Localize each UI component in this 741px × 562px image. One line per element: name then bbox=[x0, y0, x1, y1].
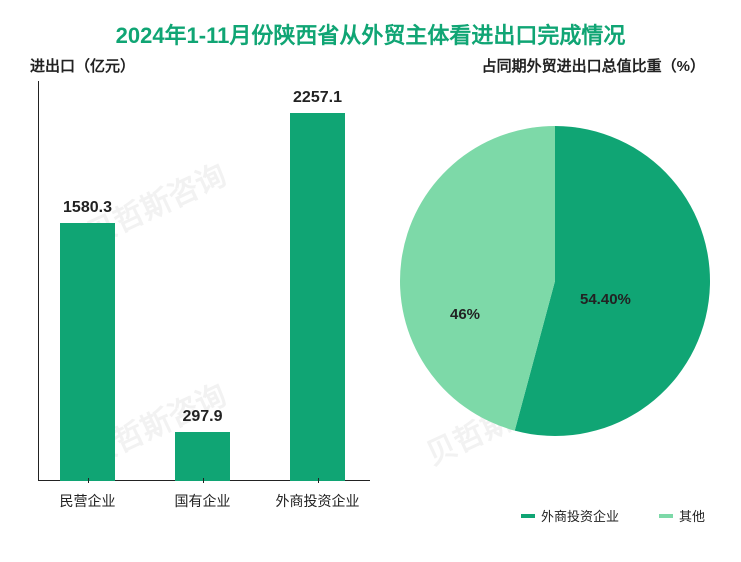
x-tick bbox=[203, 478, 204, 483]
bar-category-label: 民营企业 bbox=[28, 491, 148, 511]
x-tick bbox=[318, 478, 319, 483]
legend-item: 其他 bbox=[659, 506, 705, 525]
bar-value: 1580.3 bbox=[38, 199, 138, 217]
bar-category-label: 外商投资企业 bbox=[258, 491, 378, 511]
pie-plot: 54.40% 46% bbox=[380, 76, 725, 476]
y-axis bbox=[38, 81, 39, 481]
legend: 外商投资企业 其他 bbox=[521, 506, 705, 525]
pie-subtitle: 占同期外贸进出口总值比重（%） bbox=[380, 55, 725, 76]
legend-marker bbox=[659, 514, 673, 518]
bar bbox=[290, 113, 345, 482]
pie-chart: 占同期外贸进出口总值比重（%） 54.40% 46% 外商投资企业 其他 bbox=[380, 55, 725, 535]
chart-container: 贝哲斯咨询 贝哲斯咨询 贝哲斯咨询 贝哲斯咨询 2024年1-11月份陕西省从外… bbox=[0, 0, 741, 562]
bar bbox=[175, 432, 230, 481]
bar-chart: 进出口（亿元） 1580.3民营企业297.9国有企业2257.1外商投资企业 bbox=[30, 55, 370, 535]
bar-value: 2257.1 bbox=[268, 89, 368, 107]
pie-slice-label: 46% bbox=[450, 306, 480, 323]
legend-marker bbox=[521, 514, 535, 518]
bar-value: 297.9 bbox=[153, 408, 253, 426]
bar bbox=[60, 223, 115, 481]
legend-label: 其他 bbox=[679, 506, 705, 525]
legend-item: 外商投资企业 bbox=[521, 506, 619, 525]
bar-plot: 1580.3民营企业297.9国有企业2257.1外商投资企业 bbox=[30, 81, 370, 511]
pie-slice-label: 54.40% bbox=[580, 291, 631, 308]
chart-title: 2024年1-11月份陕西省从外贸主体看进出口完成情况 bbox=[0, 18, 741, 50]
x-tick bbox=[88, 478, 89, 483]
legend-label: 外商投资企业 bbox=[541, 506, 619, 525]
bar-subtitle: 进出口（亿元） bbox=[30, 55, 370, 76]
bar-category-label: 国有企业 bbox=[143, 491, 263, 511]
pie-svg bbox=[380, 76, 725, 476]
